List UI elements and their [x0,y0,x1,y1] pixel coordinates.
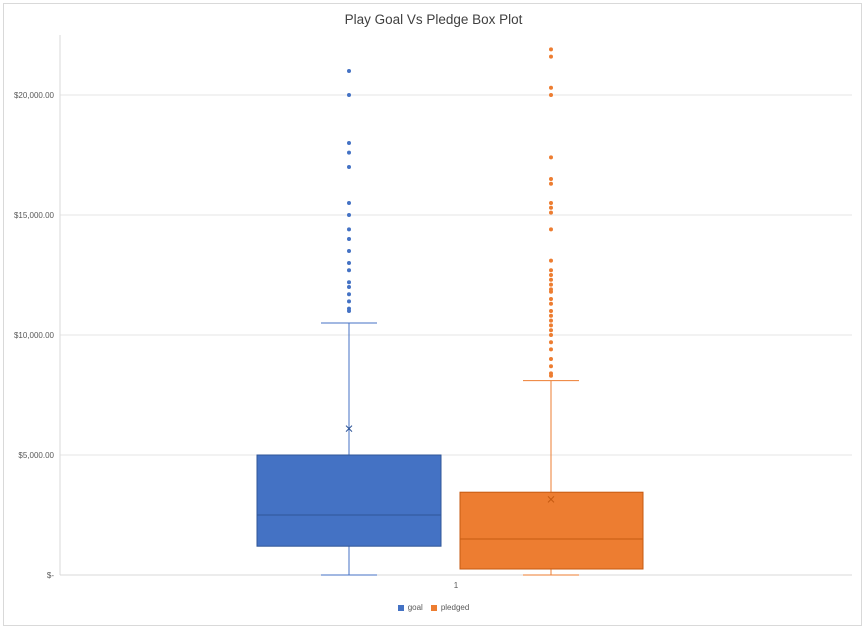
outlier-point [549,268,553,273]
outlier-point [549,371,553,376]
outlier-point [549,287,553,292]
outlier-point [347,141,351,145]
outlier-point [549,328,553,333]
box-series [256,47,644,576]
outlier-point [549,309,553,313]
mean-marker-stroke [345,425,353,432]
outlier-point [549,364,553,369]
y-axis-ticks: $- $5,000.00 $10,000.00 $15,000.00 $20,000.0… [14,91,55,580]
outlier-point [549,47,553,52]
outlier-point [347,306,351,311]
outlier-point [347,93,351,97]
outlier-point [347,268,351,273]
legend-label-pledged: pledged [440,603,470,612]
outlier-point [549,357,553,361]
y-tick-label: $15,000.00 [14,211,55,220]
outlier-point [347,280,351,285]
outlier-point [347,299,351,304]
mean-marker-stroke [547,496,555,503]
x-tick-label: 1 [454,581,459,590]
outlier-point [347,69,351,73]
outlier-point [549,181,553,186]
outlier-point [347,261,351,265]
x-axis: 1 [454,581,459,590]
y-tick-label: $10,000.00 [14,331,55,340]
outlier-point [347,237,351,241]
outlier-point [549,340,553,345]
outlier-point [549,210,553,215]
box-pledged [459,47,644,576]
legend-swatch-goal [397,604,404,611]
outlier-point [549,177,553,181]
gridlines [59,35,852,576]
outlier-point [549,282,553,287]
box-pledged-iqr [459,491,644,570]
outlier-point [549,85,553,90]
outlier-point [549,155,553,160]
mean-marker [345,425,353,432]
outlier-point [549,313,553,318]
outlier-point [347,292,351,297]
outlier-point [549,277,553,282]
outlier-point [549,54,553,59]
legend: goal pledged [0,603,867,612]
legend-swatch-pledged [430,604,437,611]
outlier-point [549,227,553,232]
outlier-point [549,258,553,263]
outlier-point [549,323,553,328]
box-goal-iqr [256,454,442,547]
outlier-point [347,227,351,232]
y-tick-label: $20,000.00 [14,91,55,100]
outlier-point [549,205,553,210]
outlier-point [549,297,553,301]
outlier-point [549,333,553,337]
outlier-point [549,273,553,277]
outlier-point [549,318,553,323]
outlier-point [549,347,553,352]
chart-title: Play Goal Vs Pledge Box Plot [344,12,523,27]
outlier-point [347,285,351,289]
legend-item-goal: goal [397,603,423,612]
legend-item-pledged: pledged [430,603,470,612]
legend-label-goal: goal [407,603,423,612]
outlier-point [347,150,351,155]
box-goal [256,69,442,576]
y-tick-label: $- [47,571,54,580]
outlier-point [347,201,351,205]
outlier-point [347,213,351,217]
mean-marker [547,496,555,503]
outlier-point [347,249,351,253]
outlier-point [549,301,553,306]
outlier-point [549,93,553,97]
y-tick-label: $5,000.00 [18,451,54,460]
outlier-point [549,201,553,205]
outlier-point [347,165,351,169]
